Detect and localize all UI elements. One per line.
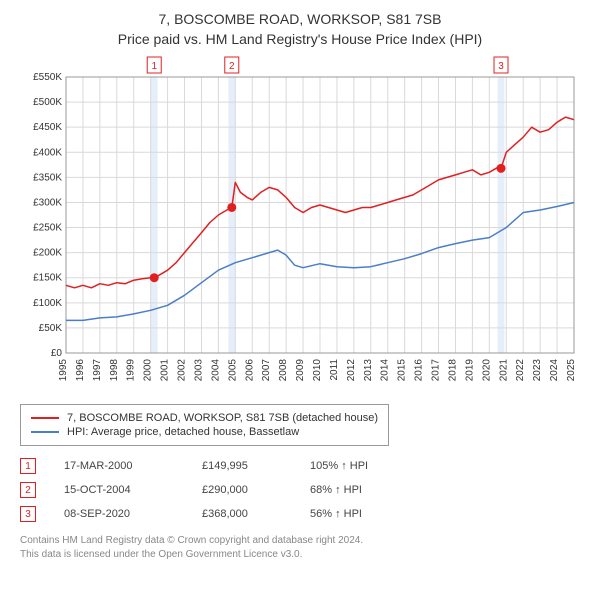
title-line-2: Price paid vs. HM Land Registry's House … — [118, 31, 482, 47]
svg-text:£150K: £150K — [33, 273, 62, 284]
svg-text:3: 3 — [498, 61, 504, 72]
legend: 7, BOSCOMBE ROAD, WORKSOP, S81 7SB (deta… — [20, 404, 389, 446]
svg-text:2008: 2008 — [278, 359, 289, 382]
marker-date: 17-MAR-2000 — [64, 460, 174, 472]
chart-container: 7, BOSCOMBE ROAD, WORKSOP, S81 7SB Price… — [0, 0, 600, 572]
svg-text:1995: 1995 — [58, 359, 69, 382]
svg-text:2023: 2023 — [532, 359, 543, 382]
marker-pct: 68% ↑ HPI — [310, 484, 420, 496]
svg-text:£500K: £500K — [33, 97, 62, 108]
svg-text:£550K: £550K — [33, 72, 62, 83]
marker-price: £290,000 — [202, 484, 282, 496]
marker-pct: 56% ↑ HPI — [310, 508, 420, 520]
svg-text:2017: 2017 — [431, 359, 442, 382]
legend-swatch — [31, 431, 59, 433]
chart-title: 7, BOSCOMBE ROAD, WORKSOP, S81 7SB Price… — [20, 10, 580, 49]
footer-line-2: This data is licensed under the Open Gov… — [20, 549, 302, 560]
chart-plot: £0 £50K £100K £150K £200K £250K £300K £350K £400… — [20, 53, 580, 398]
svg-text:2022: 2022 — [515, 359, 526, 382]
marker-price: £368,000 — [202, 508, 282, 520]
svg-text:2020: 2020 — [481, 359, 492, 382]
svg-text:£200K: £200K — [33, 248, 62, 259]
svg-text:1997: 1997 — [92, 359, 103, 382]
legend-item: 7, BOSCOMBE ROAD, WORKSOP, S81 7SB (deta… — [31, 411, 378, 425]
svg-text:2: 2 — [229, 61, 235, 72]
svg-text:2015: 2015 — [397, 359, 408, 382]
legend-label: HPI: Average price, detached house, Bass… — [67, 426, 299, 438]
svg-text:2025: 2025 — [566, 359, 577, 382]
svg-text:£100K: £100K — [33, 298, 62, 309]
marker-pct: 105% ↑ HPI — [310, 460, 420, 472]
svg-text:2009: 2009 — [295, 359, 306, 382]
chart-svg: £0 £50K £100K £150K £200K £250K £300K £350K £400… — [20, 53, 580, 393]
marker-date: 15-OCT-2004 — [64, 484, 174, 496]
svg-text:2003: 2003 — [193, 359, 204, 382]
svg-text:£350K: £350K — [33, 173, 62, 184]
legend-label: 7, BOSCOMBE ROAD, WORKSOP, S81 7SB (deta… — [67, 412, 378, 424]
svg-text:1999: 1999 — [126, 359, 137, 382]
svg-text:2012: 2012 — [346, 359, 357, 382]
svg-text:£450K: £450K — [33, 122, 62, 133]
svg-text:2011: 2011 — [329, 359, 340, 381]
marker-number: 3 — [20, 506, 36, 522]
svg-text:2004: 2004 — [210, 359, 221, 382]
marker-price: £149,995 — [202, 460, 282, 472]
svg-text:2010: 2010 — [312, 359, 323, 382]
marker-row: 3 08-SEP-2020 £368,000 56% ↑ HPI — [20, 502, 580, 526]
svg-text:2013: 2013 — [363, 359, 374, 382]
svg-text:1998: 1998 — [109, 359, 120, 382]
footer-attribution: Contains HM Land Registry data © Crown c… — [20, 534, 580, 562]
svg-text:2006: 2006 — [244, 359, 255, 382]
svg-text:£0: £0 — [51, 348, 63, 359]
svg-text:2000: 2000 — [143, 359, 154, 382]
title-line-1: 7, BOSCOMBE ROAD, WORKSOP, S81 7SB — [159, 11, 442, 27]
legend-swatch — [31, 417, 59, 419]
marker-date: 08-SEP-2020 — [64, 508, 174, 520]
svg-text:2016: 2016 — [414, 359, 425, 382]
svg-text:2014: 2014 — [380, 359, 391, 382]
marker-number: 1 — [20, 458, 36, 474]
svg-text:1: 1 — [151, 61, 157, 72]
marker-row: 2 15-OCT-2004 £290,000 68% ↑ HPI — [20, 478, 580, 502]
svg-text:2007: 2007 — [261, 359, 272, 382]
svg-text:2002: 2002 — [177, 359, 188, 382]
svg-text:2018: 2018 — [447, 359, 458, 382]
svg-text:£50K: £50K — [39, 323, 63, 334]
marker-table: 1 17-MAR-2000 £149,995 105% ↑ HPI 2 15-OCT-20… — [20, 454, 580, 526]
marker-number: 2 — [20, 482, 36, 498]
svg-text:£400K: £400K — [33, 147, 62, 158]
marker-row: 1 17-MAR-2000 £149,995 105% ↑ HPI — [20, 454, 580, 478]
legend-item: HPI: Average price, detached house, Bass… — [31, 425, 378, 439]
svg-text:£300K: £300K — [33, 198, 62, 209]
footer-line-1: Contains HM Land Registry data © Crown c… — [20, 535, 363, 546]
svg-text:2021: 2021 — [498, 359, 509, 382]
svg-text:2001: 2001 — [160, 359, 171, 382]
svg-text:£250K: £250K — [33, 223, 62, 234]
svg-text:2024: 2024 — [549, 359, 560, 382]
svg-text:2019: 2019 — [464, 359, 475, 382]
svg-text:2005: 2005 — [227, 359, 238, 382]
svg-text:1996: 1996 — [75, 359, 86, 382]
